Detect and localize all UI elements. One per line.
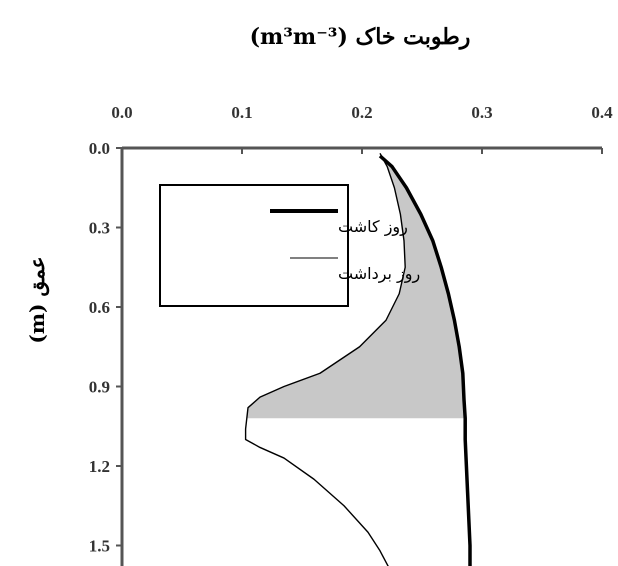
y-tick-label: 0.3 (89, 219, 110, 238)
legend: روز کاشت روز برداشت (159, 184, 420, 307)
legend-label-harvest: روز برداشت (338, 264, 420, 284)
legend-box (159, 184, 349, 307)
y-axis-label: عمق (m) (25, 256, 50, 343)
y-tick-label: 0.6 (89, 298, 110, 317)
y-tick-label: 1.5 (89, 537, 110, 556)
y-tick-label: 0.0 (89, 139, 110, 158)
chart-title: رطوبت خاک (m³m⁻³) (250, 24, 471, 50)
shaded-difference-area (246, 153, 466, 419)
plot-area (244, 152, 472, 566)
x-tick-label: 0.1 (231, 103, 252, 122)
series-line-sowing-day (378, 154, 472, 566)
legend-label-sowing: روز کاشت (338, 217, 408, 237)
series-line-harvest-day (244, 152, 406, 566)
x-tick-label: 0.0 (111, 103, 132, 122)
axes: 0.0 0.1 0.2 0.3 0.4 0.0 0.3 0.6 0.9 1.2 1.5 (89, 103, 613, 566)
x-tick-label: 0.2 (351, 103, 372, 122)
y-tick-label: 0.9 (89, 378, 110, 397)
x-tick-label: 0.4 (591, 103, 613, 122)
y-tick-label: 1.2 (89, 457, 110, 476)
x-tick-label: 0.3 (471, 103, 492, 122)
